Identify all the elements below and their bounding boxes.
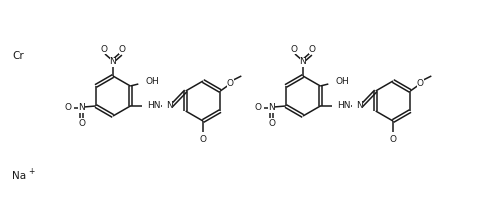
Text: O: O <box>309 44 316 53</box>
Text: O: O <box>291 44 298 53</box>
Text: O: O <box>268 119 275 128</box>
Text: N: N <box>300 58 306 67</box>
Text: O: O <box>227 79 234 88</box>
Text: OH: OH <box>335 76 349 85</box>
Text: O: O <box>417 79 424 88</box>
Text: OH: OH <box>145 76 159 85</box>
Text: Cr: Cr <box>12 51 24 61</box>
Text: N: N <box>79 103 85 112</box>
Text: O: O <box>118 44 126 53</box>
Text: Na: Na <box>12 171 26 181</box>
Text: N: N <box>356 102 363 111</box>
Text: HN: HN <box>147 102 161 111</box>
Text: +: + <box>28 167 34 176</box>
Text: O: O <box>64 103 71 112</box>
Text: O: O <box>100 44 107 53</box>
Text: N: N <box>110 58 116 67</box>
Text: N: N <box>166 102 173 111</box>
Text: O: O <box>390 134 397 143</box>
Text: O: O <box>199 134 206 143</box>
Text: HN: HN <box>337 102 351 111</box>
Text: N: N <box>268 103 275 112</box>
Text: O: O <box>254 103 261 112</box>
Text: O: O <box>78 119 85 128</box>
